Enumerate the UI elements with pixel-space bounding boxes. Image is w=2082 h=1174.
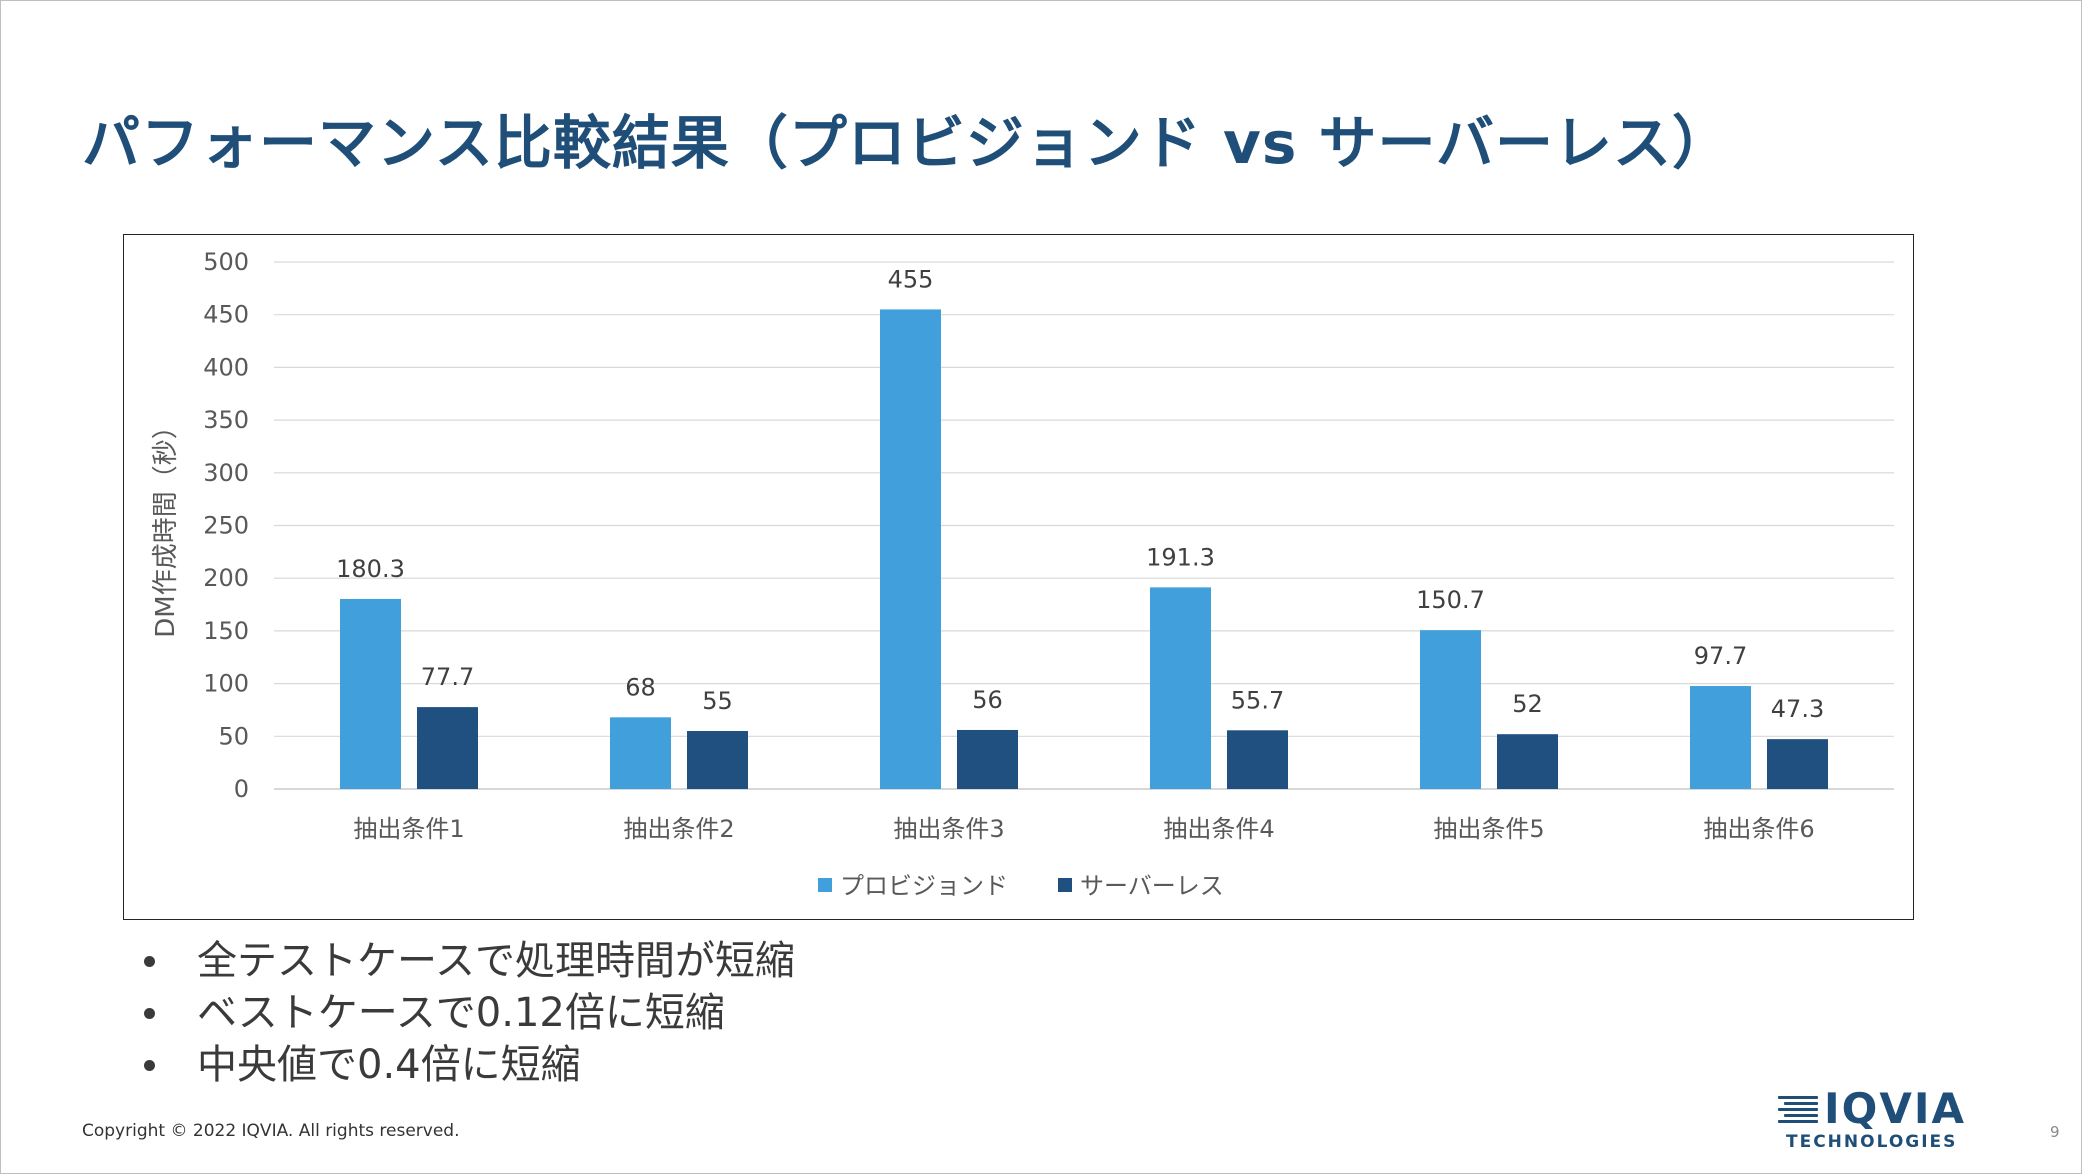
bar-provisioned — [1150, 587, 1211, 789]
data-label: 55 — [702, 687, 733, 715]
logo-brand: IQVIA — [1824, 1084, 1966, 1133]
bar-provisioned — [1420, 630, 1481, 789]
y-tick-label: 400 — [203, 353, 249, 381]
data-label: 68 — [625, 673, 656, 701]
legend-label: プロビジョンド — [840, 872, 1008, 900]
copyright-text: Copyright © 2022 IQVIA. All rights reser… — [82, 1121, 460, 1141]
bullet-item: 中央値で0.4倍に短縮 — [136, 1039, 795, 1091]
x-tick-label: 抽出条件3 — [893, 815, 1004, 843]
x-tick-label: 抽出条件2 — [623, 815, 734, 843]
data-label: 52 — [1512, 690, 1543, 718]
bar-serverless — [687, 731, 748, 789]
x-tick-label: 抽出条件5 — [1433, 815, 1544, 843]
bar-provisioned — [880, 309, 941, 789]
bullet-text: 全テストケースで処理時間が短縮 — [197, 938, 795, 984]
bar-chart: 0 50 100 150 200 250 300 350 400 450 500 DM作成時間（秒） 1… — [123, 234, 1914, 920]
bullet-dot — [144, 1059, 155, 1071]
y-tick-label: 50 — [218, 722, 249, 750]
bullet-item: ベストケースで0.12倍に短縮 — [136, 987, 795, 1039]
data-label: 191.3 — [1146, 543, 1215, 571]
data-label: 180.3 — [336, 555, 405, 583]
x-tick-label: 抽出条件1 — [353, 815, 464, 843]
data-label: 56 — [972, 686, 1003, 714]
bar-provisioned — [340, 598, 401, 789]
y-tick-label: 300 — [203, 459, 249, 487]
legend-swatch — [818, 878, 832, 892]
y-tick-label: 450 — [203, 301, 249, 329]
data-label: 55.7 — [1231, 686, 1284, 714]
x-tick-label: 抽出条件6 — [1703, 815, 1814, 843]
y-tick-label: 250 — [203, 512, 249, 540]
logo-subtitle: TECHNOLOGIES — [1786, 1132, 1958, 1152]
bar-serverless — [417, 707, 478, 789]
logo-lines-icon — [1778, 1096, 1822, 1124]
y-tick-label: 500 — [203, 248, 249, 276]
bullet-dot — [144, 1007, 155, 1019]
data-label: 77.7 — [421, 663, 474, 691]
data-label: 97.7 — [1694, 642, 1747, 670]
bullet-text: ベストケースで0.12倍に短縮 — [197, 990, 725, 1036]
data-label: 150.7 — [1416, 586, 1485, 614]
bar-serverless — [957, 729, 1018, 789]
bullet-list: 全テストケースで処理時間が短縮 ベストケースで0.12倍に短縮 中央値で0.4倍… — [136, 935, 795, 1091]
bar-serverless — [1227, 730, 1288, 789]
bullet-text: 中央値で0.4倍に短縮 — [197, 1042, 581, 1088]
data-label: 455 — [888, 265, 934, 293]
bar-serverless — [1767, 739, 1828, 789]
page-number: 9 — [2050, 1123, 2060, 1141]
bar-provisioned — [610, 717, 671, 789]
chart-svg: 0 50 100 150 200 250 300 350 400 450 500 DM作成時間（秒） 1… — [151, 248, 1894, 900]
bar-serverless — [1497, 734, 1558, 789]
legend-swatch — [1058, 878, 1072, 892]
y-tick-label: 200 — [203, 564, 249, 592]
bullet-dot — [144, 955, 155, 967]
y-tick-label: 0 — [234, 775, 249, 803]
iqvia-logo: IQVIA TECHNOLOGIES — [1778, 1084, 1968, 1152]
legend-label: サーバーレス — [1080, 872, 1224, 900]
x-tick-label: 抽出条件4 — [1163, 815, 1274, 843]
y-tick-label: 150 — [203, 617, 249, 645]
y-tick-label: 100 — [203, 670, 249, 698]
slide-title: パフォーマンス比較結果（プロビジョンド vs サーバーレス） — [82, 109, 1731, 177]
y-axis-label: DM作成時間（秒） — [151, 413, 181, 637]
bar-provisioned — [1690, 686, 1751, 789]
y-tick-label: 350 — [203, 406, 249, 434]
bullet-item: 全テストケースで処理時間が短縮 — [136, 935, 795, 987]
data-label: 47.3 — [1771, 695, 1824, 723]
